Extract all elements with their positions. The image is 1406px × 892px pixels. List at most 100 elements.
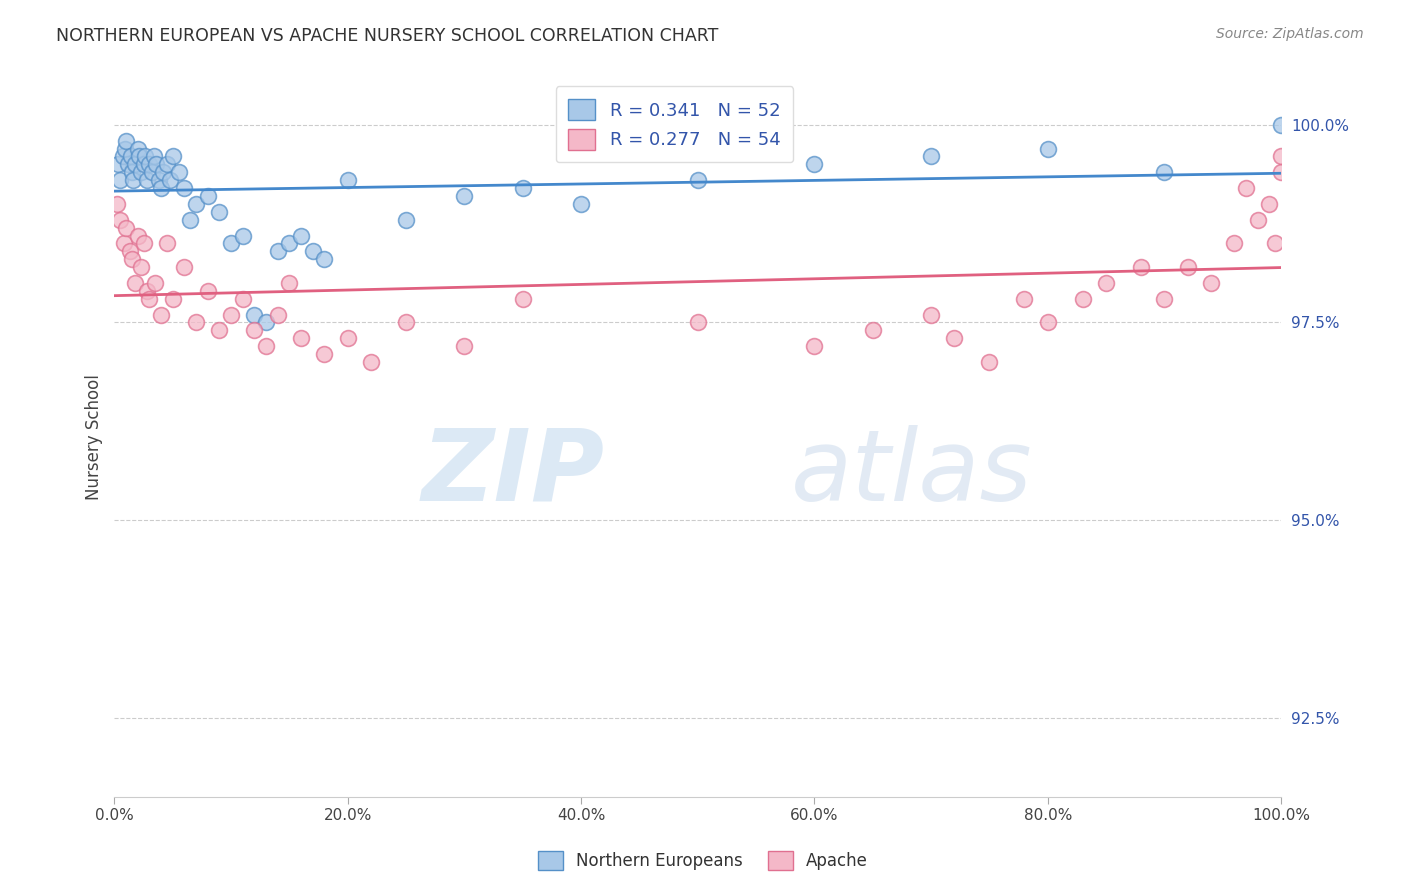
Point: [1270, 165, 1292, 179]
Point: [267, 308, 290, 322]
Point: [336, 173, 359, 187]
Point: [686, 173, 709, 187]
Point: [150, 181, 173, 195]
Legend: R = 0.341   N = 52, R = 0.277   N = 54: R = 0.341 N = 52, R = 0.277 N = 54: [555, 87, 793, 162]
Point: [129, 260, 152, 274]
Point: [301, 244, 323, 259]
Point: [107, 157, 129, 171]
Point: [121, 252, 143, 267]
Point: [512, 181, 534, 195]
Point: [395, 315, 418, 329]
Point: [453, 339, 475, 353]
Point: [156, 157, 179, 171]
Point: [110, 212, 132, 227]
Point: [686, 315, 709, 329]
Point: [943, 331, 966, 345]
Point: [110, 173, 132, 187]
Point: [1014, 292, 1036, 306]
Point: [111, 149, 134, 163]
Point: [136, 173, 159, 187]
Point: [1270, 118, 1292, 132]
Point: [167, 165, 190, 179]
Point: [336, 331, 359, 345]
Point: [243, 323, 266, 337]
Legend: Northern Europeans, Apache: Northern Europeans, Apache: [531, 844, 875, 877]
Point: [143, 276, 166, 290]
Point: [128, 149, 150, 163]
Point: [112, 236, 135, 251]
Point: [1095, 276, 1118, 290]
Point: [232, 228, 254, 243]
Point: [148, 173, 170, 187]
Point: [1223, 236, 1246, 251]
Point: [120, 149, 142, 163]
Point: [1036, 315, 1059, 329]
Point: [1264, 236, 1286, 251]
Point: [219, 236, 242, 251]
Point: [278, 236, 301, 251]
Point: [184, 315, 207, 329]
Point: [134, 149, 156, 163]
Point: [243, 308, 266, 322]
Point: [136, 284, 159, 298]
Point: [803, 339, 825, 353]
Point: [173, 181, 195, 195]
Point: [278, 276, 301, 290]
Point: [1247, 212, 1270, 227]
Point: [115, 134, 138, 148]
Point: [197, 189, 219, 203]
Point: [156, 236, 179, 251]
Point: [121, 165, 143, 179]
Text: atlas: atlas: [792, 425, 1033, 522]
Point: [254, 339, 277, 353]
Point: [979, 355, 1001, 369]
Point: [512, 292, 534, 306]
Point: [395, 212, 418, 227]
Point: [179, 212, 201, 227]
Point: [141, 165, 163, 179]
Point: [114, 142, 136, 156]
Point: [1199, 276, 1222, 290]
Point: [254, 315, 277, 329]
Point: [1270, 149, 1292, 163]
Point: [314, 252, 336, 267]
Point: [162, 292, 184, 306]
Point: [290, 331, 312, 345]
Point: [1036, 142, 1059, 156]
Point: [138, 292, 160, 306]
Point: [145, 157, 167, 171]
Point: [1258, 197, 1281, 211]
Point: [122, 173, 145, 187]
Point: [232, 292, 254, 306]
Point: [453, 189, 475, 203]
Point: [803, 157, 825, 171]
Point: [920, 308, 942, 322]
Point: [117, 157, 139, 171]
Point: [1130, 260, 1153, 274]
Point: [1071, 292, 1094, 306]
Point: [360, 355, 382, 369]
Point: [208, 323, 231, 337]
Text: NORTHERN EUROPEAN VS APACHE NURSERY SCHOOL CORRELATION CHART: NORTHERN EUROPEAN VS APACHE NURSERY SCHO…: [56, 27, 718, 45]
Point: [1177, 260, 1199, 274]
Point: [138, 157, 160, 171]
Text: Source: ZipAtlas.com: Source: ZipAtlas.com: [1216, 27, 1364, 41]
Text: ZIP: ZIP: [422, 425, 605, 522]
Point: [124, 157, 146, 171]
Point: [267, 244, 290, 259]
Point: [124, 276, 146, 290]
Point: [290, 228, 312, 243]
Point: [127, 228, 149, 243]
Point: [862, 323, 884, 337]
Point: [184, 197, 207, 211]
Point: [314, 347, 336, 361]
Point: [105, 197, 128, 211]
Point: [569, 197, 592, 211]
Point: [197, 284, 219, 298]
Point: [129, 165, 152, 179]
Point: [920, 149, 942, 163]
Point: [162, 149, 184, 163]
Point: [115, 220, 138, 235]
Point: [1153, 292, 1175, 306]
Point: [118, 244, 141, 259]
